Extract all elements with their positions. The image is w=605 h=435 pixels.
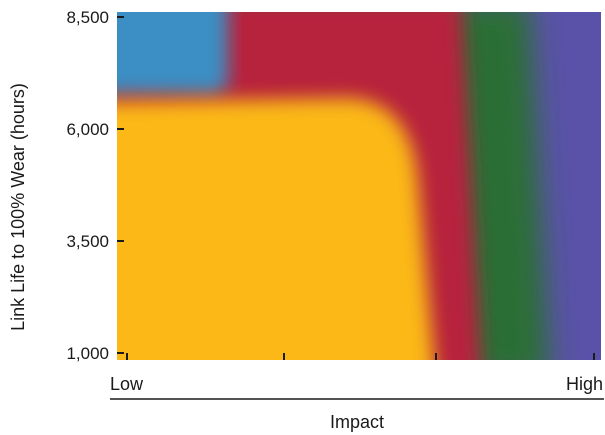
x-tick-label-low: Low [110, 374, 144, 394]
y-axis-title: Link Life to 100% Wear (hours) [8, 83, 28, 331]
y-tick-label: 8,500 [66, 8, 109, 27]
y-tick-label: 6,000 [66, 120, 109, 139]
x-tick-label-high: High [566, 374, 603, 394]
x-axis-tick-marks [126, 353, 595, 360]
y-tick-label: 1,000 [66, 344, 109, 363]
heatmap-plot-area [117, 12, 601, 360]
region-blue [117, 12, 228, 94]
region-yellow [117, 98, 435, 360]
y-axis-ticks: 1,000 3,500 6,000 8,500 [66, 8, 124, 363]
x-axis-title: Impact [330, 412, 384, 432]
y-tick-label: 3,500 [66, 232, 109, 251]
